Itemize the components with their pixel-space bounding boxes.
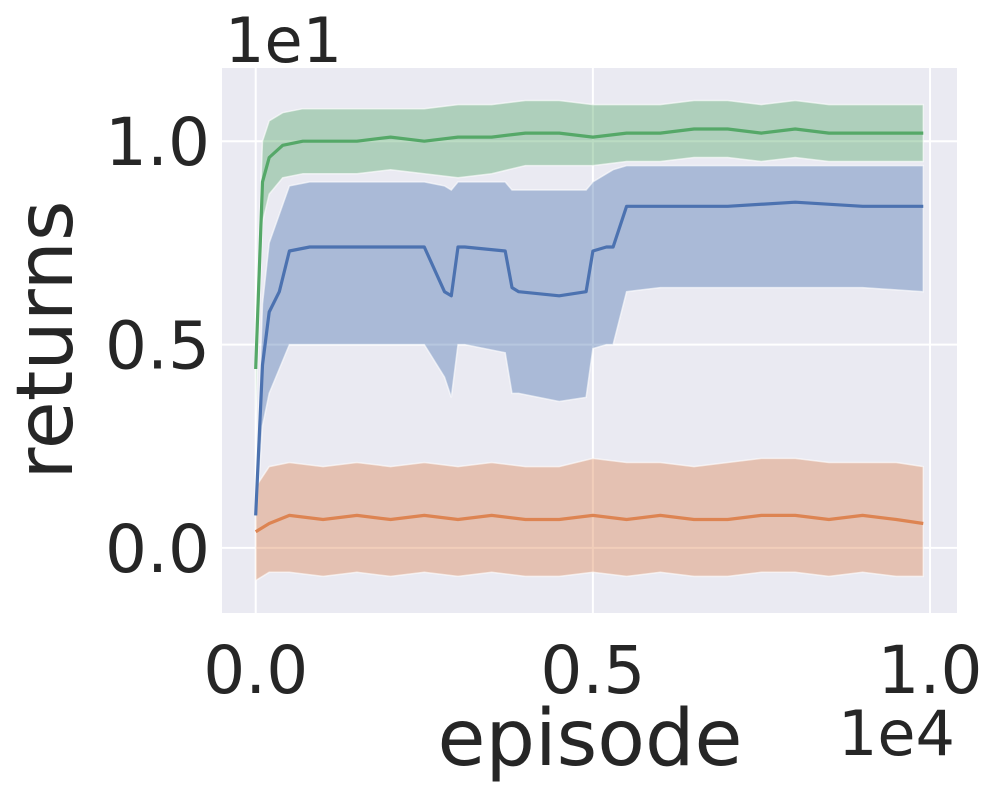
line-series-0 (254, 127, 924, 370)
y-axis-label: returns (1, 200, 91, 479)
line-series-2 (254, 513, 924, 534)
x-tick-labels: 0.0 0.5 1.0 (203, 632, 982, 709)
x-tick-label: 0.5 (540, 632, 645, 709)
x-offset-label: 1e4 (838, 697, 955, 770)
y-offset-label: 1e1 (225, 4, 342, 77)
band-series-1 (254, 164, 925, 532)
plot-background (222, 68, 957, 613)
y-tick-label: 0.0 (105, 511, 210, 588)
band-series-2 (254, 457, 925, 582)
x-tick-label: 1.0 (878, 632, 983, 709)
x-axis-label: episode (437, 694, 742, 784)
y-tick-label: 1.0 (105, 104, 210, 181)
y-tick-labels: 0.0 0.5 1.0 (105, 104, 210, 588)
y-tick-label: 0.5 (105, 308, 210, 385)
grid (222, 68, 957, 613)
series-lines (254, 127, 924, 534)
line-series-1 (254, 200, 924, 516)
x-tick-label: 0.0 (203, 632, 308, 709)
